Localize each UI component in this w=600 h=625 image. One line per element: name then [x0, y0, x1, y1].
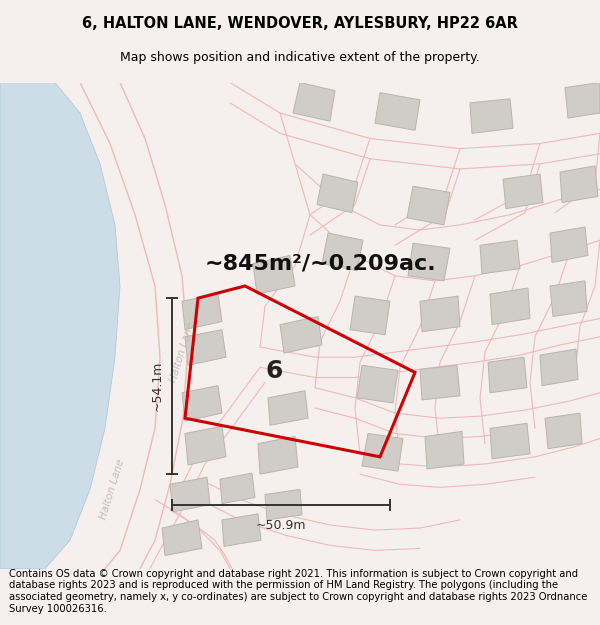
Polygon shape — [550, 281, 587, 316]
Polygon shape — [253, 256, 295, 294]
Polygon shape — [185, 330, 226, 365]
Text: ~845m²/~0.209ac.: ~845m²/~0.209ac. — [205, 254, 437, 274]
Polygon shape — [407, 186, 450, 225]
Polygon shape — [258, 436, 298, 474]
Polygon shape — [182, 294, 222, 330]
Text: ~54.1m: ~54.1m — [151, 361, 164, 411]
Polygon shape — [222, 514, 261, 546]
Text: 6, HALTON LANE, WENDOVER, AYLESBURY, HP22 6AR: 6, HALTON LANE, WENDOVER, AYLESBURY, HP2… — [82, 16, 518, 31]
Polygon shape — [350, 296, 390, 335]
Polygon shape — [560, 166, 598, 202]
Text: ~50.9m: ~50.9m — [256, 519, 306, 532]
Polygon shape — [470, 99, 513, 133]
Polygon shape — [490, 288, 530, 324]
Polygon shape — [268, 391, 308, 426]
Polygon shape — [420, 365, 460, 400]
Polygon shape — [357, 365, 398, 403]
Polygon shape — [322, 233, 363, 271]
Polygon shape — [565, 82, 600, 118]
Polygon shape — [545, 413, 582, 449]
Polygon shape — [362, 434, 403, 471]
Polygon shape — [280, 316, 322, 353]
Polygon shape — [182, 386, 222, 421]
Polygon shape — [490, 423, 530, 459]
Polygon shape — [185, 426, 226, 465]
Text: Contains OS data © Crown copyright and database right 2021. This information is : Contains OS data © Crown copyright and d… — [9, 569, 587, 614]
Polygon shape — [220, 473, 255, 504]
Polygon shape — [162, 520, 202, 556]
Polygon shape — [408, 243, 450, 281]
Polygon shape — [265, 489, 302, 520]
Polygon shape — [420, 296, 460, 332]
Polygon shape — [480, 240, 520, 274]
Polygon shape — [488, 357, 527, 392]
Text: Halton Lane: Halton Lane — [168, 321, 196, 383]
Text: Halton Lane: Halton Lane — [98, 458, 126, 521]
Polygon shape — [0, 82, 120, 569]
Polygon shape — [540, 349, 578, 386]
Text: 6: 6 — [266, 359, 283, 383]
Polygon shape — [293, 82, 335, 121]
Polygon shape — [550, 227, 588, 262]
Polygon shape — [170, 478, 210, 512]
Text: Map shows position and indicative extent of the property.: Map shows position and indicative extent… — [120, 51, 480, 64]
Polygon shape — [425, 431, 464, 469]
Polygon shape — [503, 174, 543, 209]
Polygon shape — [375, 92, 420, 130]
Polygon shape — [317, 174, 358, 213]
